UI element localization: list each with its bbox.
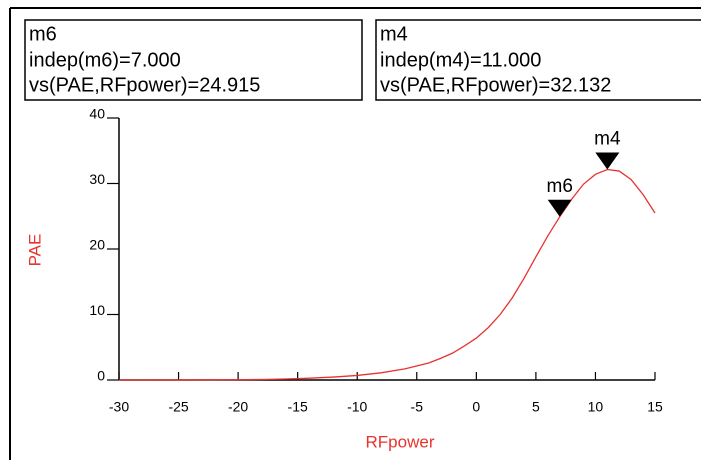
marker-label: m4 <box>594 129 621 150</box>
marker-label: m6 <box>547 176 573 197</box>
x-tick-label: -10 <box>347 399 367 415</box>
marker-readout-box <box>375 19 701 101</box>
x-tick-label: -20 <box>228 399 248 415</box>
x-tick-label: 0 <box>472 399 480 415</box>
marker-triangle <box>547 199 572 217</box>
x-tick-label: -5 <box>411 399 424 415</box>
marker-readout-box <box>24 19 363 101</box>
y-tick-label: 30 <box>89 171 105 187</box>
y-tick-label: 40 <box>89 106 105 122</box>
x-tick-label: 5 <box>532 399 540 415</box>
y-tick-label: 20 <box>89 237 105 253</box>
readout-x: indep(m4)=11.000 <box>380 49 541 71</box>
x-tick-label: -30 <box>109 399 129 415</box>
marker-triangle <box>595 152 620 170</box>
y-tick-label: 10 <box>89 302 105 318</box>
y-axis-label: PAE <box>25 234 44 267</box>
y-tick-label: 0 <box>97 368 105 384</box>
readout-name: m4 <box>380 23 408 45</box>
data-line <box>118 168 656 381</box>
x-tick-label: 10 <box>588 399 604 415</box>
x-tick-label: -15 <box>288 399 308 415</box>
x-axis-label: RFpower <box>366 432 435 451</box>
x-tick-label: -25 <box>168 399 188 415</box>
readout-y: vs(PAE,RFpower)=24.915 <box>29 74 260 96</box>
readout-name: m6 <box>29 23 57 45</box>
readout-x: indep(m6)=7.000 <box>29 49 181 71</box>
readout-y: vs(PAE,RFpower)=32.132 <box>380 74 611 96</box>
x-tick-label: 15 <box>647 399 663 415</box>
